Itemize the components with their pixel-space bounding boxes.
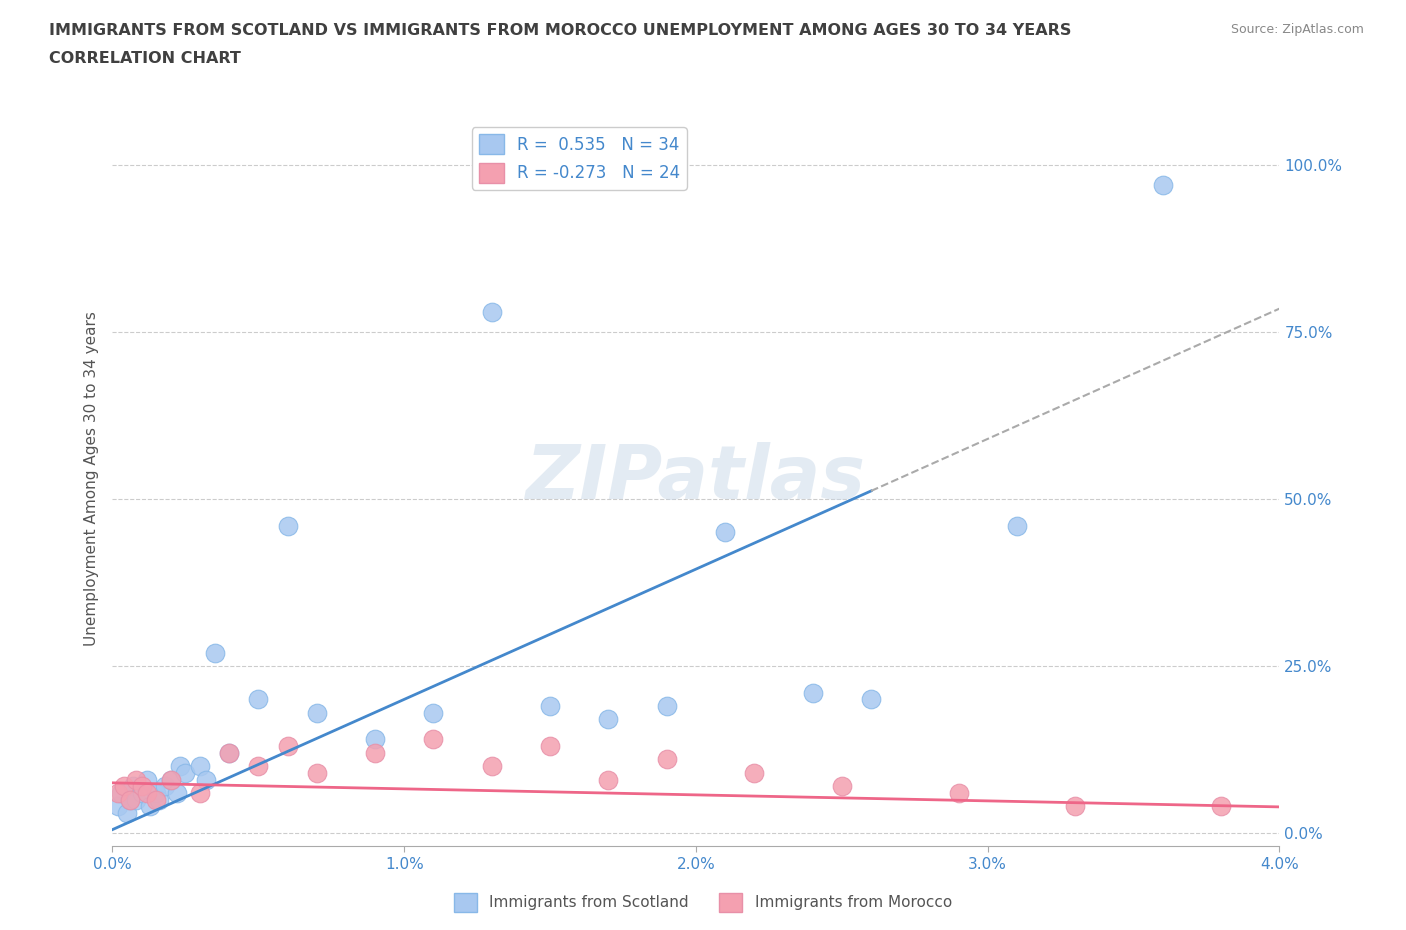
Point [1064, 799, 1087, 814]
Point [276, 518, 298, 533]
Point [364, 745, 387, 760]
Legend: Immigrants from Scotland, Immigrants from Morocco: Immigrants from Scotland, Immigrants fro… [449, 887, 957, 918]
Point [115, 805, 138, 820]
Point [305, 765, 328, 780]
Point [305, 705, 328, 720]
Point [247, 759, 270, 774]
Point [742, 765, 765, 780]
Point [107, 786, 129, 801]
Point [160, 772, 183, 787]
Point [188, 786, 211, 801]
Point [122, 778, 145, 793]
Point [136, 786, 159, 801]
Point [218, 745, 240, 760]
Point [948, 786, 970, 801]
Point [139, 799, 162, 814]
Point [148, 792, 170, 807]
Text: Source: ZipAtlas.com: Source: ZipAtlas.com [1230, 23, 1364, 36]
Point [125, 792, 148, 807]
Point [169, 759, 191, 774]
Point [166, 786, 188, 801]
Point [655, 698, 678, 713]
Point [112, 778, 135, 793]
Point [153, 778, 176, 793]
Point [194, 772, 217, 787]
Point [276, 738, 298, 753]
Point [204, 645, 226, 660]
Point [714, 525, 737, 539]
Text: ZIPatlas: ZIPatlas [526, 443, 866, 515]
Point [136, 772, 159, 787]
Point [801, 685, 824, 700]
Point [364, 732, 387, 747]
Point [145, 792, 167, 807]
Point [110, 786, 132, 801]
Point [131, 778, 153, 793]
Point [1005, 518, 1028, 533]
Y-axis label: Unemployment Among Ages 30 to 34 years: Unemployment Among Ages 30 to 34 years [83, 312, 98, 646]
Legend: R =  0.535   N = 34, R = -0.273   N = 24: R = 0.535 N = 34, R = -0.273 N = 24 [472, 127, 686, 190]
Point [188, 759, 211, 774]
Point [1211, 799, 1233, 814]
Point [174, 765, 197, 780]
Point [481, 759, 503, 774]
Point [125, 772, 148, 787]
Point [859, 692, 883, 707]
Point [538, 698, 561, 713]
Point [1152, 178, 1174, 193]
Point [145, 786, 167, 801]
Point [598, 772, 620, 787]
Text: IMMIGRANTS FROM SCOTLAND VS IMMIGRANTS FROM MOROCCO UNEMPLOYMENT AMONG AGES 30 T: IMMIGRANTS FROM SCOTLAND VS IMMIGRANTS F… [49, 23, 1071, 38]
Point [131, 786, 153, 801]
Point [118, 792, 141, 807]
Point [118, 792, 141, 807]
Point [831, 778, 853, 793]
Text: CORRELATION CHART: CORRELATION CHART [49, 51, 240, 66]
Point [538, 738, 561, 753]
Point [160, 772, 183, 787]
Point [481, 304, 503, 319]
Point [598, 712, 620, 727]
Point [422, 732, 444, 747]
Point [655, 752, 678, 767]
Point [247, 692, 270, 707]
Point [218, 745, 240, 760]
Point [107, 799, 129, 814]
Point [422, 705, 444, 720]
